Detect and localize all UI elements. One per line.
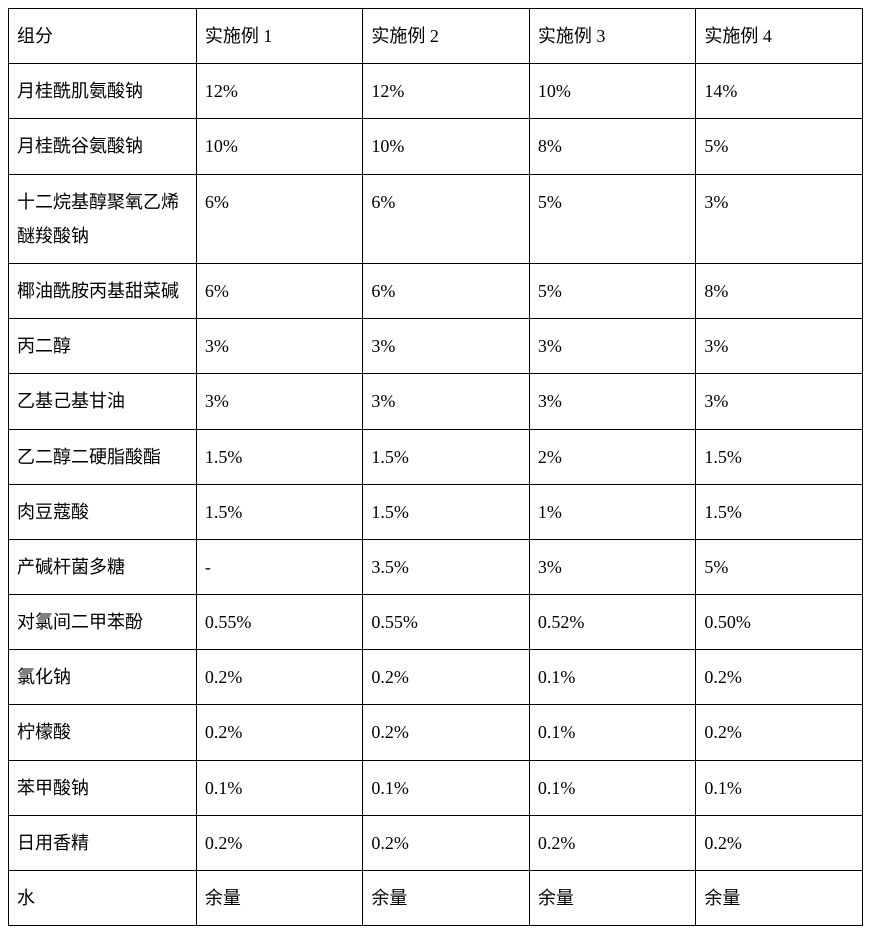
cell-value: 6%: [196, 263, 363, 318]
cell-value: 0.55%: [196, 595, 363, 650]
cell-value: -: [196, 539, 363, 594]
table-row: 苯甲酸钠 0.1% 0.1% 0.1% 0.1%: [9, 760, 863, 815]
header-example-2: 实施例 2: [363, 9, 530, 64]
table-row: 乙基己基甘油 3% 3% 3% 3%: [9, 374, 863, 429]
cell-value: 6%: [196, 174, 363, 263]
cell-value: 3%: [529, 374, 696, 429]
table-row: 柠檬酸 0.2% 0.2% 0.1% 0.2%: [9, 705, 863, 760]
cell-value: 3%: [196, 319, 363, 374]
cell-value: 8%: [696, 263, 863, 318]
cell-value: 1.5%: [696, 484, 863, 539]
table-row: 十二烷基醇聚氧乙烯醚羧酸钠 6% 6% 5% 3%: [9, 174, 863, 263]
cell-value: 6%: [363, 263, 530, 318]
cell-value: 0.50%: [696, 595, 863, 650]
cell-value: 1%: [529, 484, 696, 539]
cell-value: 0.2%: [363, 815, 530, 870]
cell-value: 2%: [529, 429, 696, 484]
cell-value: 5%: [696, 539, 863, 594]
cell-value: 5%: [696, 119, 863, 174]
composition-table: 组分 实施例 1 实施例 2 实施例 3 实施例 4 月桂酰肌氨酸钠 12% 1…: [8, 8, 863, 926]
table-row: 丙二醇 3% 3% 3% 3%: [9, 319, 863, 374]
header-example-3: 实施例 3: [529, 9, 696, 64]
cell-value: 余量: [696, 871, 863, 926]
cell-value: 3%: [529, 539, 696, 594]
header-example-1: 实施例 1: [196, 9, 363, 64]
cell-component: 乙二醇二硬脂酸酯: [9, 429, 197, 484]
cell-component: 水: [9, 871, 197, 926]
cell-value: 3%: [363, 374, 530, 429]
cell-value: 0.2%: [696, 705, 863, 760]
table-row: 月桂酰肌氨酸钠 12% 12% 10% 14%: [9, 64, 863, 119]
table-row: 水 余量 余量 余量 余量: [9, 871, 863, 926]
cell-value: 0.1%: [196, 760, 363, 815]
cell-value: 8%: [529, 119, 696, 174]
cell-value: 0.1%: [529, 705, 696, 760]
cell-component: 月桂酰肌氨酸钠: [9, 64, 197, 119]
cell-value: 0.1%: [363, 760, 530, 815]
cell-component: 对氯间二甲苯酚: [9, 595, 197, 650]
cell-value: 0.2%: [363, 705, 530, 760]
cell-value: 余量: [529, 871, 696, 926]
cell-component: 十二烷基醇聚氧乙烯醚羧酸钠: [9, 174, 197, 263]
cell-value: 0.2%: [696, 650, 863, 705]
cell-value: 12%: [363, 64, 530, 119]
table-row: 日用香精 0.2% 0.2% 0.2% 0.2%: [9, 815, 863, 870]
cell-value: 3%: [196, 374, 363, 429]
table-row: 乙二醇二硬脂酸酯 1.5% 1.5% 2% 1.5%: [9, 429, 863, 484]
cell-value: 0.2%: [363, 650, 530, 705]
cell-value: 余量: [363, 871, 530, 926]
table-row: 月桂酰谷氨酸钠 10% 10% 8% 5%: [9, 119, 863, 174]
cell-value: 1.5%: [196, 429, 363, 484]
cell-value: 1.5%: [363, 484, 530, 539]
cell-value: 1.5%: [696, 429, 863, 484]
cell-value: 1.5%: [363, 429, 530, 484]
cell-component: 乙基己基甘油: [9, 374, 197, 429]
cell-component: 氯化钠: [9, 650, 197, 705]
cell-value: 0.1%: [696, 760, 863, 815]
cell-component: 日用香精: [9, 815, 197, 870]
cell-value: 6%: [363, 174, 530, 263]
cell-component: 产碱杆菌多糖: [9, 539, 197, 594]
cell-value: 0.2%: [196, 705, 363, 760]
cell-value: 0.55%: [363, 595, 530, 650]
table-body: 月桂酰肌氨酸钠 12% 12% 10% 14% 月桂酰谷氨酸钠 10% 10% …: [9, 64, 863, 926]
cell-value: 3%: [696, 374, 863, 429]
cell-value: 0.52%: [529, 595, 696, 650]
cell-value: 0.2%: [196, 815, 363, 870]
cell-value: 0.2%: [196, 650, 363, 705]
cell-value: 1.5%: [196, 484, 363, 539]
cell-value: 12%: [196, 64, 363, 119]
cell-value: 10%: [196, 119, 363, 174]
cell-value: 3%: [529, 319, 696, 374]
cell-component: 椰油酰胺丙基甜菜碱: [9, 263, 197, 318]
table-row: 对氯间二甲苯酚 0.55% 0.55% 0.52% 0.50%: [9, 595, 863, 650]
table-row: 椰油酰胺丙基甜菜碱 6% 6% 5% 8%: [9, 263, 863, 318]
cell-component: 月桂酰谷氨酸钠: [9, 119, 197, 174]
table-row: 氯化钠 0.2% 0.2% 0.1% 0.2%: [9, 650, 863, 705]
cell-value: 10%: [529, 64, 696, 119]
cell-value: 5%: [529, 174, 696, 263]
header-example-4: 实施例 4: [696, 9, 863, 64]
table-row: 肉豆蔻酸 1.5% 1.5% 1% 1.5%: [9, 484, 863, 539]
cell-value: 余量: [196, 871, 363, 926]
table-header-row: 组分 实施例 1 实施例 2 实施例 3 实施例 4: [9, 9, 863, 64]
cell-value: 0.1%: [529, 760, 696, 815]
cell-value: 3%: [363, 319, 530, 374]
cell-value: 14%: [696, 64, 863, 119]
cell-value: 0.2%: [529, 815, 696, 870]
table-row: 产碱杆菌多糖 - 3.5% 3% 5%: [9, 539, 863, 594]
cell-value: 0.1%: [529, 650, 696, 705]
cell-value: 3.5%: [363, 539, 530, 594]
cell-value: 3%: [696, 319, 863, 374]
cell-value: 10%: [363, 119, 530, 174]
cell-component: 丙二醇: [9, 319, 197, 374]
cell-value: 0.2%: [696, 815, 863, 870]
cell-component: 肉豆蔻酸: [9, 484, 197, 539]
cell-value: 5%: [529, 263, 696, 318]
cell-value: 3%: [696, 174, 863, 263]
header-component: 组分: [9, 9, 197, 64]
cell-component: 苯甲酸钠: [9, 760, 197, 815]
cell-component: 柠檬酸: [9, 705, 197, 760]
